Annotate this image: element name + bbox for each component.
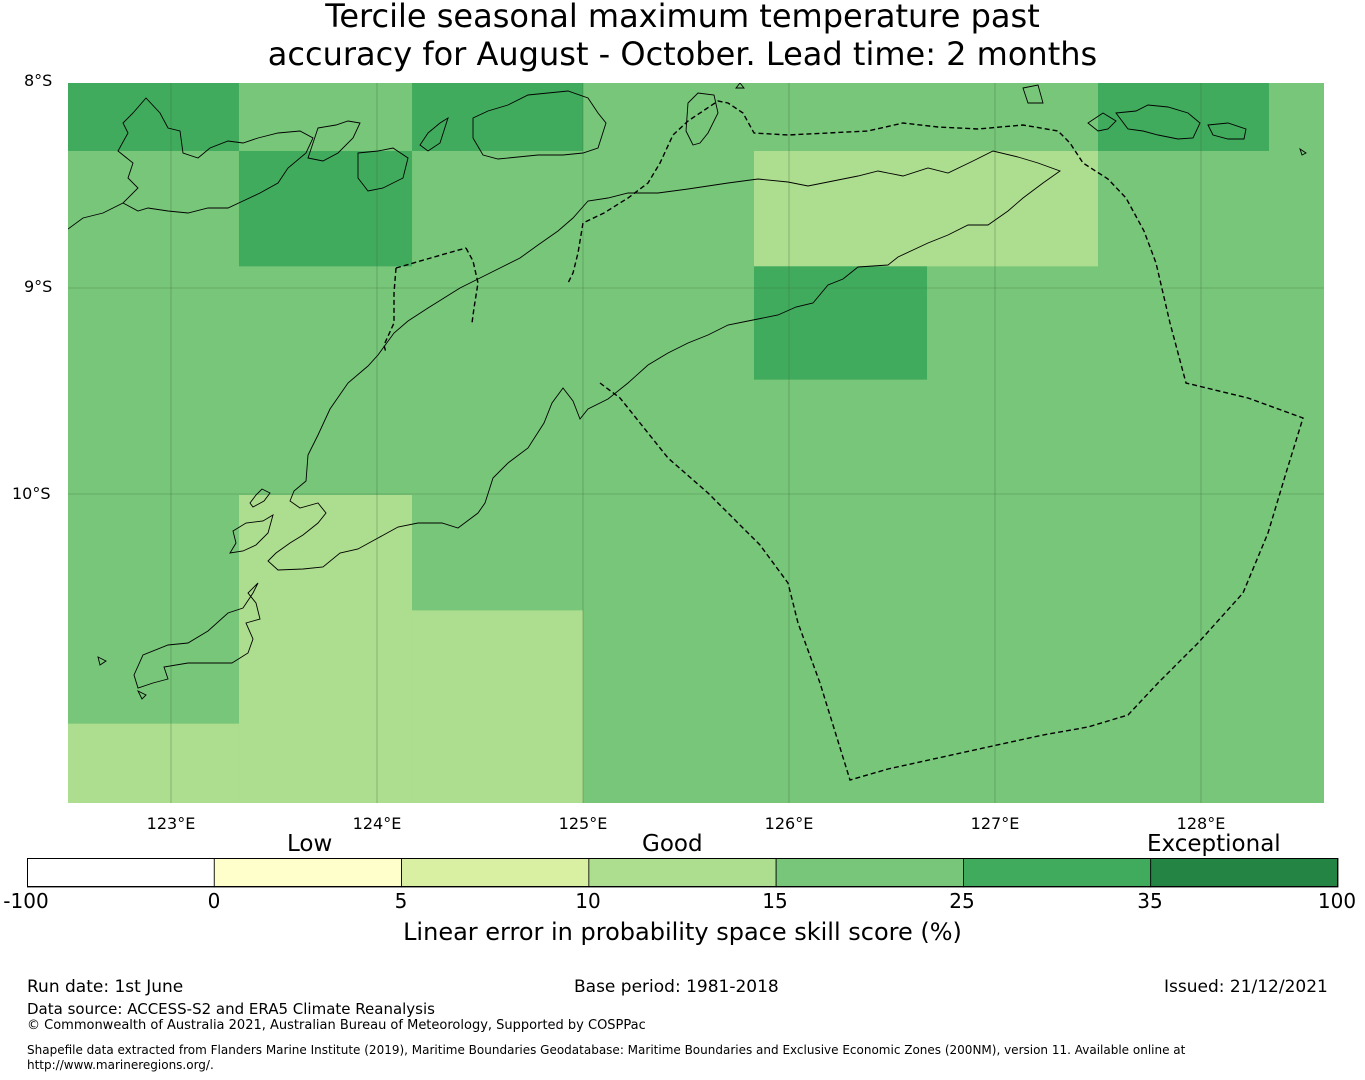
- lon-label-125e: 125°E: [558, 814, 608, 833]
- grid-cell: [412, 610, 583, 803]
- tick-label: 25: [949, 889, 975, 913]
- grid-cell: [68, 83, 239, 151]
- tick-label: 10: [575, 889, 601, 913]
- data-source: Data source: ACCESS-S2 and ERA5 Climate …: [27, 1000, 435, 1018]
- title-line-1: Tercile seasonal maximum temperature pas…: [325, 0, 1040, 35]
- lon-label-127e: 127°E: [970, 814, 1020, 833]
- oecusse-boundary-2: [395, 247, 467, 269]
- lon-label-128e: 128°E: [1176, 814, 1226, 833]
- timor-leste-eez: [567, 100, 1304, 781]
- north-coast-5: [472, 90, 607, 160]
- maritime-boundaries: [383, 100, 1304, 781]
- lon-label-124e: 124°E: [352, 814, 402, 833]
- grid-cell: [1098, 83, 1269, 151]
- coastlines: [68, 83, 1307, 700]
- grid-cell: [68, 723, 239, 803]
- alor-west: [1087, 112, 1117, 132]
- grid-cell: [238, 150, 413, 267]
- copyright: © Commonwealth of Australia 2021, Austra…: [27, 1018, 646, 1033]
- rote-coastline: [229, 514, 274, 554]
- semau-coastline: [249, 488, 271, 508]
- east-islet: [1299, 147, 1307, 156]
- north-coast-3: [357, 147, 409, 192]
- lon-label-123e: 123°E: [146, 814, 196, 833]
- north-coast-2: [307, 120, 361, 162]
- small-island-1: [97, 656, 107, 666]
- colorbar-segment: [775, 858, 964, 888]
- colorbar-segment: [401, 858, 590, 888]
- top-islet: [735, 83, 745, 89]
- colorbar-segments: [27, 858, 1339, 888]
- oecusse-boundary-3: [383, 267, 397, 354]
- tick-label: 0: [207, 889, 221, 913]
- atauro: [685, 92, 719, 146]
- tick-label: 100: [1317, 889, 1357, 913]
- lat-label-10s: 10°S: [12, 484, 51, 503]
- skill-score-map[interactable]: [68, 83, 1324, 803]
- lat-label-9s: 9°S: [24, 277, 53, 296]
- issued-date: Issued: 21/12/2021: [1164, 977, 1328, 997]
- colorbar: [27, 858, 1339, 888]
- base-period: Base period: 1981-2018: [574, 977, 779, 997]
- colorbar-segment: [213, 858, 402, 888]
- grid-cell: [753, 150, 1098, 267]
- lat-label-8s: 8°S: [24, 71, 53, 90]
- grid-cells: [68, 83, 1269, 803]
- colorbar-segment: [27, 858, 215, 888]
- shapefile-credit: Shapefile data extracted from Flanders M…: [27, 1043, 1186, 1072]
- small-island-2: [136, 689, 147, 700]
- title-line-2: accuracy for August - October. Lead time…: [267, 35, 1098, 73]
- category-low: Low: [287, 831, 333, 857]
- colorbar-segment: [963, 858, 1152, 888]
- wetar-tip: [1022, 84, 1044, 104]
- tick-label: 5: [394, 889, 408, 913]
- tick-label: -100: [3, 889, 49, 913]
- alor-coastline: [1115, 104, 1201, 140]
- colorbar-segment: [588, 858, 777, 888]
- grid-cell: [412, 83, 583, 151]
- category-exceptional: Exceptional: [1147, 831, 1281, 857]
- oecusse-boundary: [465, 247, 479, 324]
- tick-label: 15: [762, 889, 788, 913]
- colorbar-title: Linear error in probability space skill …: [403, 918, 962, 946]
- timor-coastline: [267, 150, 1061, 571]
- grid-cell: [753, 266, 928, 380]
- west-island-coastline: [133, 582, 261, 689]
- run-date: Run date: 1st June: [27, 977, 184, 997]
- grid-cell: [238, 495, 413, 803]
- north-coast-4: [419, 116, 449, 152]
- lon-label-126e: 126°E: [764, 814, 814, 833]
- alor-east: [1207, 122, 1247, 140]
- colorbar-segment: [1150, 858, 1339, 888]
- category-good: Good: [642, 831, 703, 857]
- north-coast-1: [68, 97, 314, 230]
- tick-label: 35: [1137, 889, 1163, 913]
- graticule: [68, 83, 1324, 803]
